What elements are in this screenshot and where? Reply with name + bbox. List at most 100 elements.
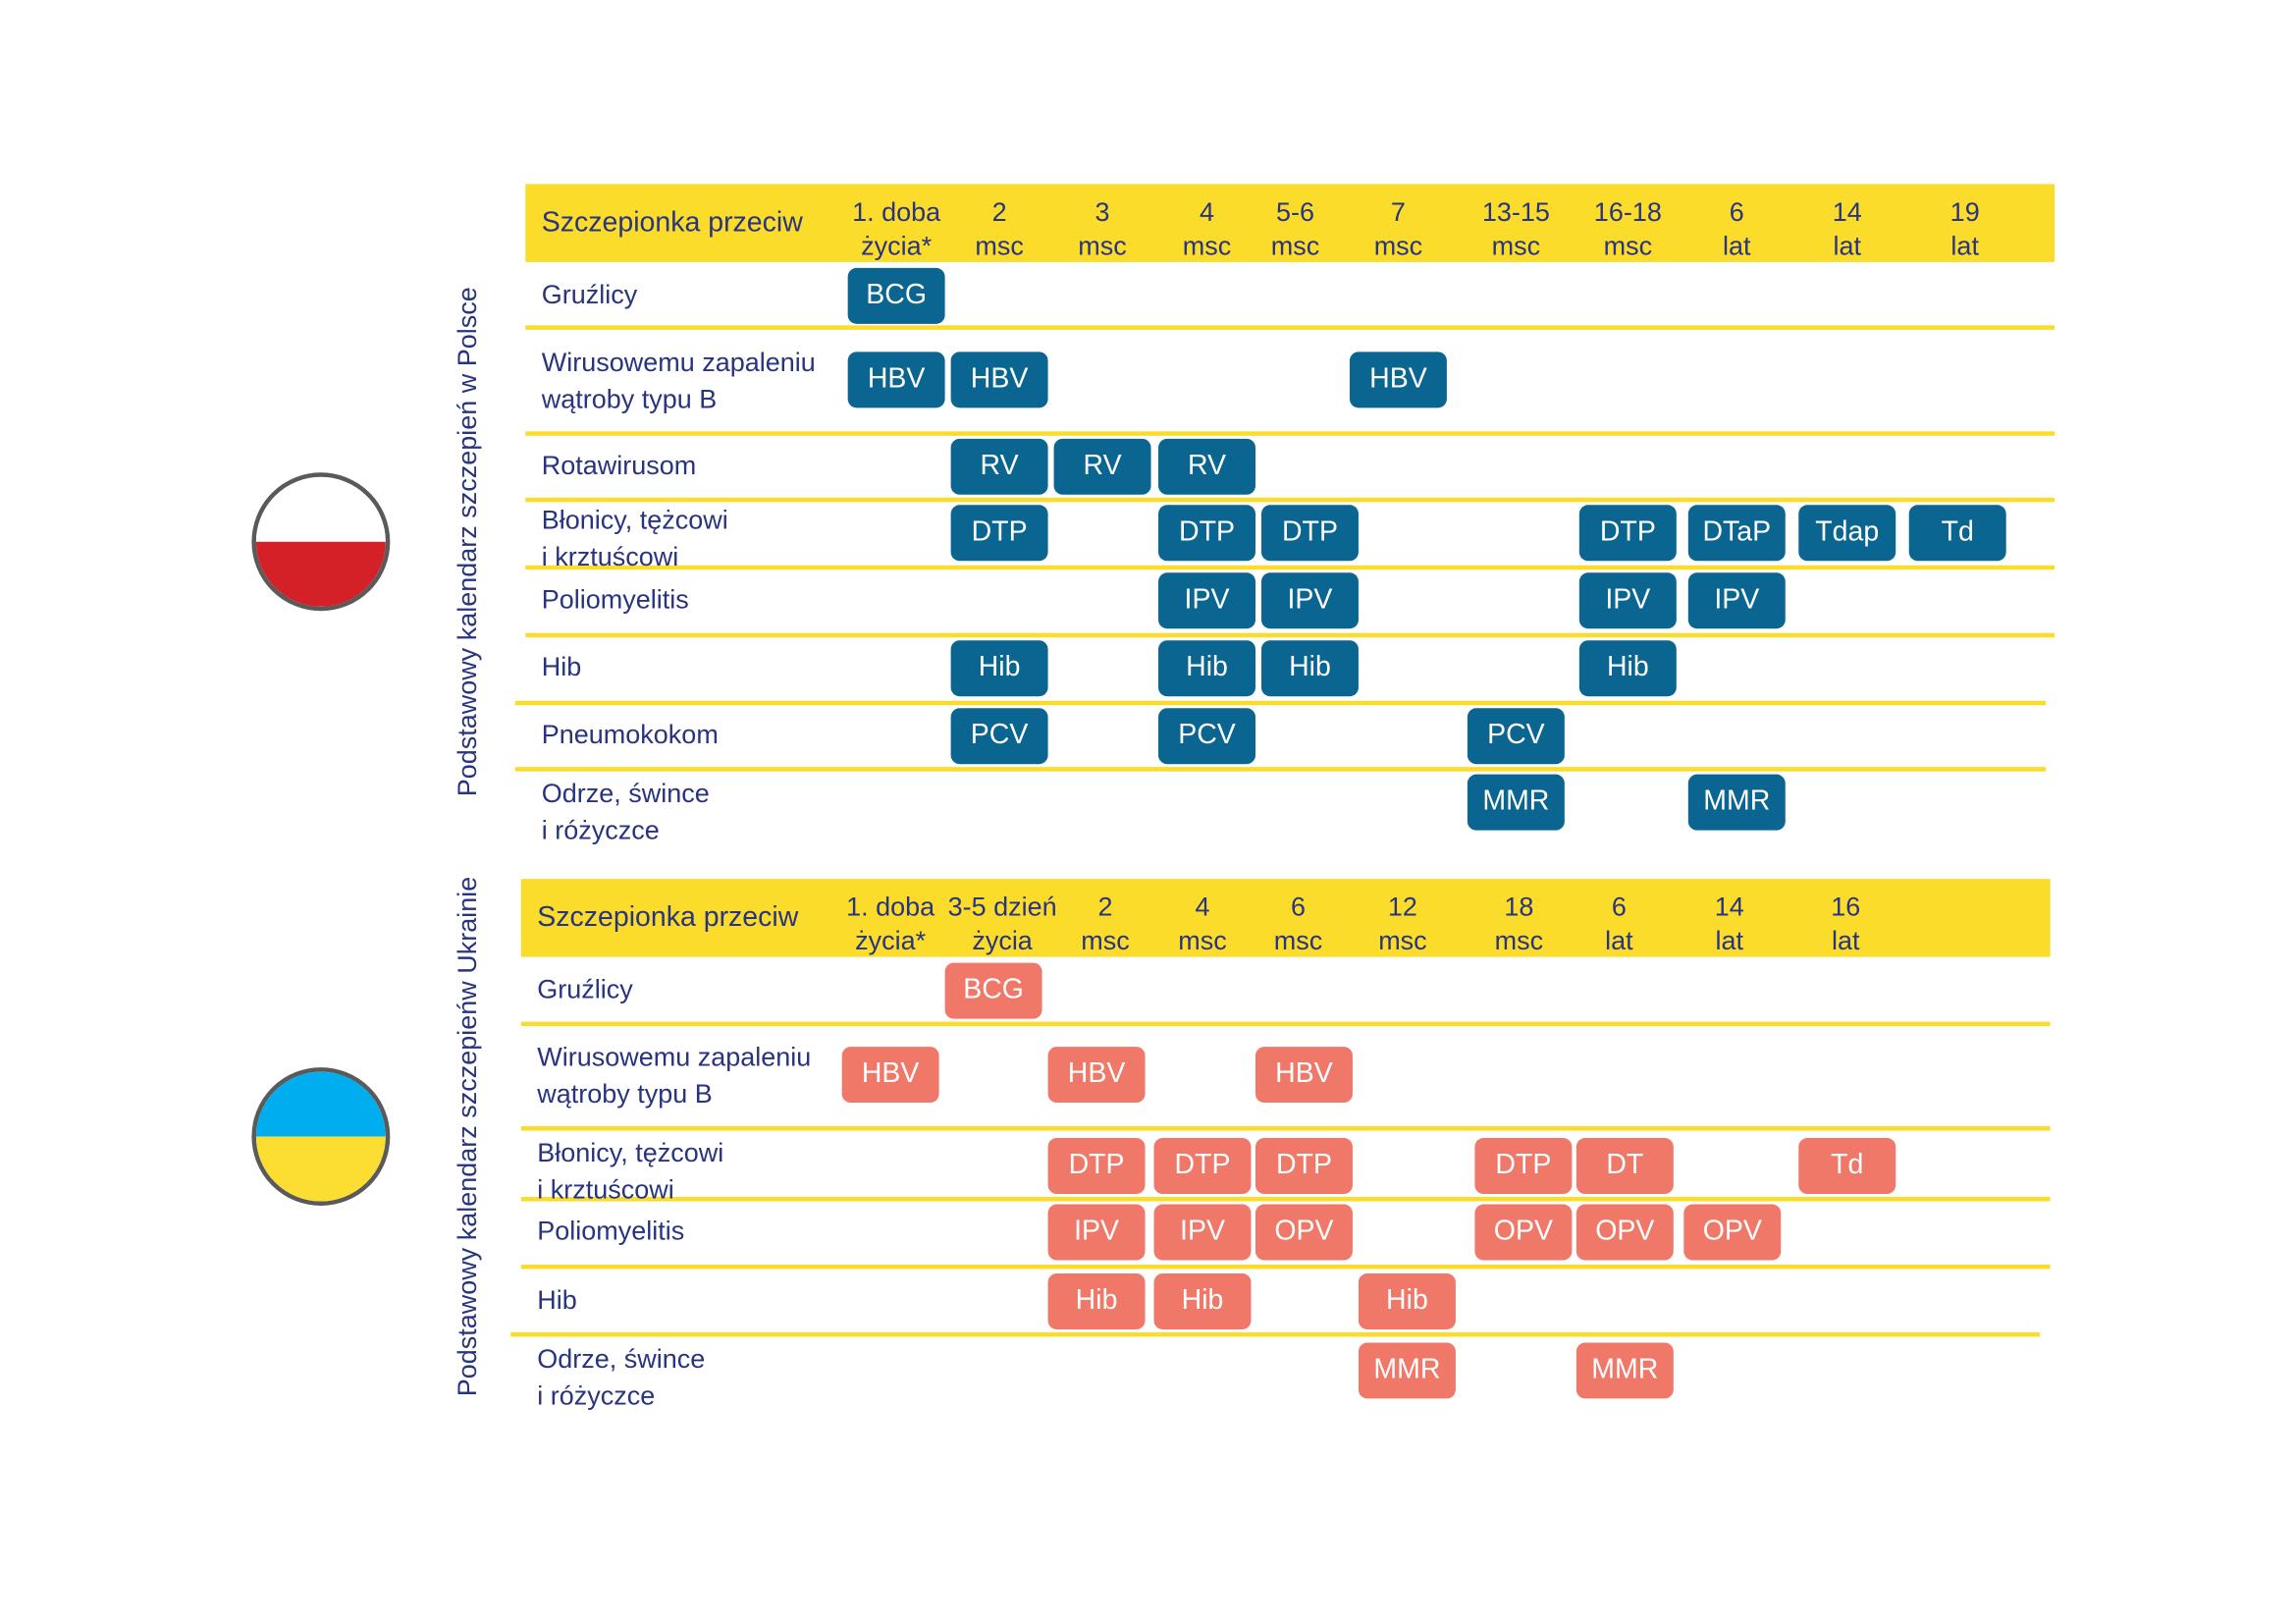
- pl-vaccine-badge-dtp: DTP: [1158, 505, 1255, 562]
- pl-row-separator: [525, 565, 2056, 570]
- ukraine-flag-icon: [251, 1067, 391, 1207]
- pl-row-label: Wirusowemu zapaleniu wątroby typu B: [541, 347, 816, 414]
- ua-column-header: 4 msc: [1178, 892, 1227, 956]
- ua-vaccine-badge-mmr: MMR: [1575, 1342, 1674, 1399]
- ua-vaccine-badge-hib: Hib: [1047, 1272, 1146, 1329]
- ua-row-label: Odrze, śwince i różyczce: [537, 1343, 706, 1411]
- pl-vaccine-badge-hib: Hib: [1260, 640, 1359, 697]
- pl-row-separator: [525, 325, 2056, 330]
- ua-column-header: 1. doba życia*: [846, 892, 935, 956]
- pl-calendar-title: Podstawowy kalendarz szczepień w Polsce: [453, 287, 483, 797]
- ua-row-label: Wirusowemu zapaleniu wątroby typu B: [537, 1042, 812, 1110]
- pl-vaccine-badge-tdap: Tdap: [1798, 505, 1896, 562]
- ua-row-label: Hib: [537, 1284, 577, 1315]
- pl-vaccine-badge-dtp: DTP: [950, 505, 1048, 562]
- ua-table-header: Szczepionka przeciw 1. doba życia* 3-5 dzi…: [520, 879, 2051, 957]
- ua-column-header: 12 msc: [1378, 892, 1427, 956]
- pl-vaccine-badge-pcv: PCV: [950, 708, 1048, 765]
- pl-column-header: 4 msc: [1182, 196, 1232, 261]
- ua-vaccine-badge-td: Td: [1798, 1138, 1896, 1195]
- ua-vaccine-badge-dtp: DTP: [1047, 1138, 1146, 1195]
- pl-vaccine-badge-hbv: HBV: [1349, 352, 1447, 408]
- pl-row-label: Odrze, śwince i różyczce: [541, 779, 710, 845]
- ua-vaccine-badge-dtp: DTP: [1153, 1138, 1252, 1195]
- pl-vaccine-badge-dtp: DTP: [1260, 505, 1359, 562]
- pl-column-header: 19 lat: [1949, 196, 1980, 261]
- pl-vaccine-badge-dtap: DTaP: [1687, 505, 1786, 562]
- ua-row-label: Gruźlicy: [537, 974, 633, 1004]
- pl-vaccine-badge-td: Td: [1908, 505, 2006, 562]
- pl-vaccine-badge-rv: RV: [1158, 438, 1255, 495]
- ua-vaccine-badge-hbv: HBV: [1255, 1047, 1353, 1104]
- ua-vaccine-badge-ipv: IPV: [1153, 1204, 1252, 1261]
- ua-column-header: 14 lat: [1714, 892, 1744, 956]
- pl-vaccine-badge-ipv: IPV: [1578, 572, 1677, 629]
- ua-column-header: 3-5 dzień życia: [947, 892, 1057, 956]
- pl-vaccine-badge-hib: Hib: [1158, 640, 1255, 697]
- pl-flag-bottom: [255, 541, 386, 607]
- pl-vaccine-badge-pcv: PCV: [1467, 708, 1565, 765]
- ua-vaccine-badge-hbv: HBV: [841, 1047, 939, 1104]
- pl-row-label: Rotawirusom: [541, 450, 697, 480]
- pl-vaccine-badge-bcg: BCG: [847, 267, 945, 324]
- pl-vaccine-badge-dtp: DTP: [1578, 505, 1677, 562]
- pl-row-separator: [514, 767, 2047, 772]
- pl-row-label: Pneumokokom: [541, 720, 719, 750]
- pl-table-header: Szczepionka przeciw 1. doba życia* 2 msc 3 …: [525, 184, 2056, 262]
- pl-vaccine-badge-rv: RV: [950, 438, 1048, 495]
- ua-vaccine-badge-opv: OPV: [1474, 1204, 1573, 1261]
- ua-vaccine-badge-opv: OPV: [1683, 1204, 1782, 1261]
- ua-row-label: Błonicy, tężcowi i krztuścowi: [537, 1138, 724, 1205]
- ua-row-separator: [520, 1126, 2051, 1131]
- pl-flag-top: [255, 476, 386, 542]
- ua-vaccine-badge-bcg: BCG: [944, 962, 1042, 1019]
- ua-header-label: Szczepionka przeciw: [537, 902, 799, 934]
- ua-flag-bottom: [255, 1136, 386, 1202]
- pl-column-header: 13-15 msc: [1481, 196, 1550, 261]
- pl-row-separator: [525, 497, 2056, 503]
- pl-column-header: 6 lat: [1723, 196, 1751, 261]
- pl-column-header: 2 msc: [975, 196, 1024, 261]
- ua-column-header: 6 msc: [1273, 892, 1323, 956]
- pl-row-label: Gruźlicy: [541, 279, 638, 309]
- pl-column-header: 5-6 msc: [1270, 196, 1320, 261]
- ua-flag-top: [255, 1071, 386, 1137]
- ua-vaccine-badge-hbv: HBV: [1047, 1047, 1146, 1104]
- ua-vaccine-badge-mmr: MMR: [1358, 1342, 1456, 1399]
- poland-flag-icon: [251, 472, 391, 612]
- ua-calendar-title: Podstawowy kalendarz szczepieńw Ukrainie: [453, 876, 483, 1397]
- ua-vaccine-badge-opv: OPV: [1255, 1204, 1353, 1261]
- ua-row-separator: [520, 1021, 2051, 1027]
- pl-vaccine-badge-mmr: MMR: [1467, 774, 1565, 831]
- pl-row-separator: [525, 431, 2056, 436]
- pl-vaccine-badge-ipv: IPV: [1260, 572, 1359, 629]
- pl-vaccine-badge-pcv: PCV: [1158, 708, 1255, 765]
- pl-vaccine-badge-hbv: HBV: [847, 352, 945, 408]
- ua-vaccine-badge-ipv: IPV: [1047, 1204, 1146, 1261]
- ua-vaccine-badge-hib: Hib: [1358, 1272, 1456, 1329]
- pl-vaccine-badge-ipv: IPV: [1158, 572, 1255, 629]
- pl-row-separator: [525, 632, 2056, 638]
- ua-column-header: 2 msc: [1081, 892, 1130, 956]
- pl-row-label: Poliomyelitis: [541, 584, 689, 615]
- ua-vaccine-badge-opv: OPV: [1575, 1204, 1674, 1261]
- pl-column-header: 1. doba życia*: [852, 196, 941, 261]
- pl-vaccine-badge-hib: Hib: [1578, 640, 1677, 697]
- pl-column-header: 16-18 msc: [1593, 196, 1662, 261]
- pl-vaccine-badge-mmr: MMR: [1687, 774, 1786, 831]
- pl-header-label: Szczepionka przeciw: [541, 207, 803, 239]
- ua-column-header: 16 lat: [1831, 892, 1861, 956]
- ua-row-separator: [510, 1331, 2041, 1337]
- pl-row-label: Hib: [541, 652, 582, 682]
- pl-vaccine-badge-rv: RV: [1053, 438, 1151, 495]
- pl-column-header: 14 lat: [1832, 196, 1862, 261]
- ua-row-separator: [520, 1264, 2051, 1270]
- pl-row-separator: [514, 700, 2047, 706]
- ua-column-header: 6 lat: [1605, 892, 1633, 956]
- ua-row-label: Poliomyelitis: [537, 1216, 685, 1246]
- ua-vaccine-badge-hib: Hib: [1153, 1272, 1252, 1329]
- pl-vaccine-badge-hbv: HBV: [950, 352, 1048, 408]
- ua-vaccine-badge-dtp: DTP: [1474, 1138, 1573, 1195]
- pl-column-header: 3 msc: [1078, 196, 1127, 261]
